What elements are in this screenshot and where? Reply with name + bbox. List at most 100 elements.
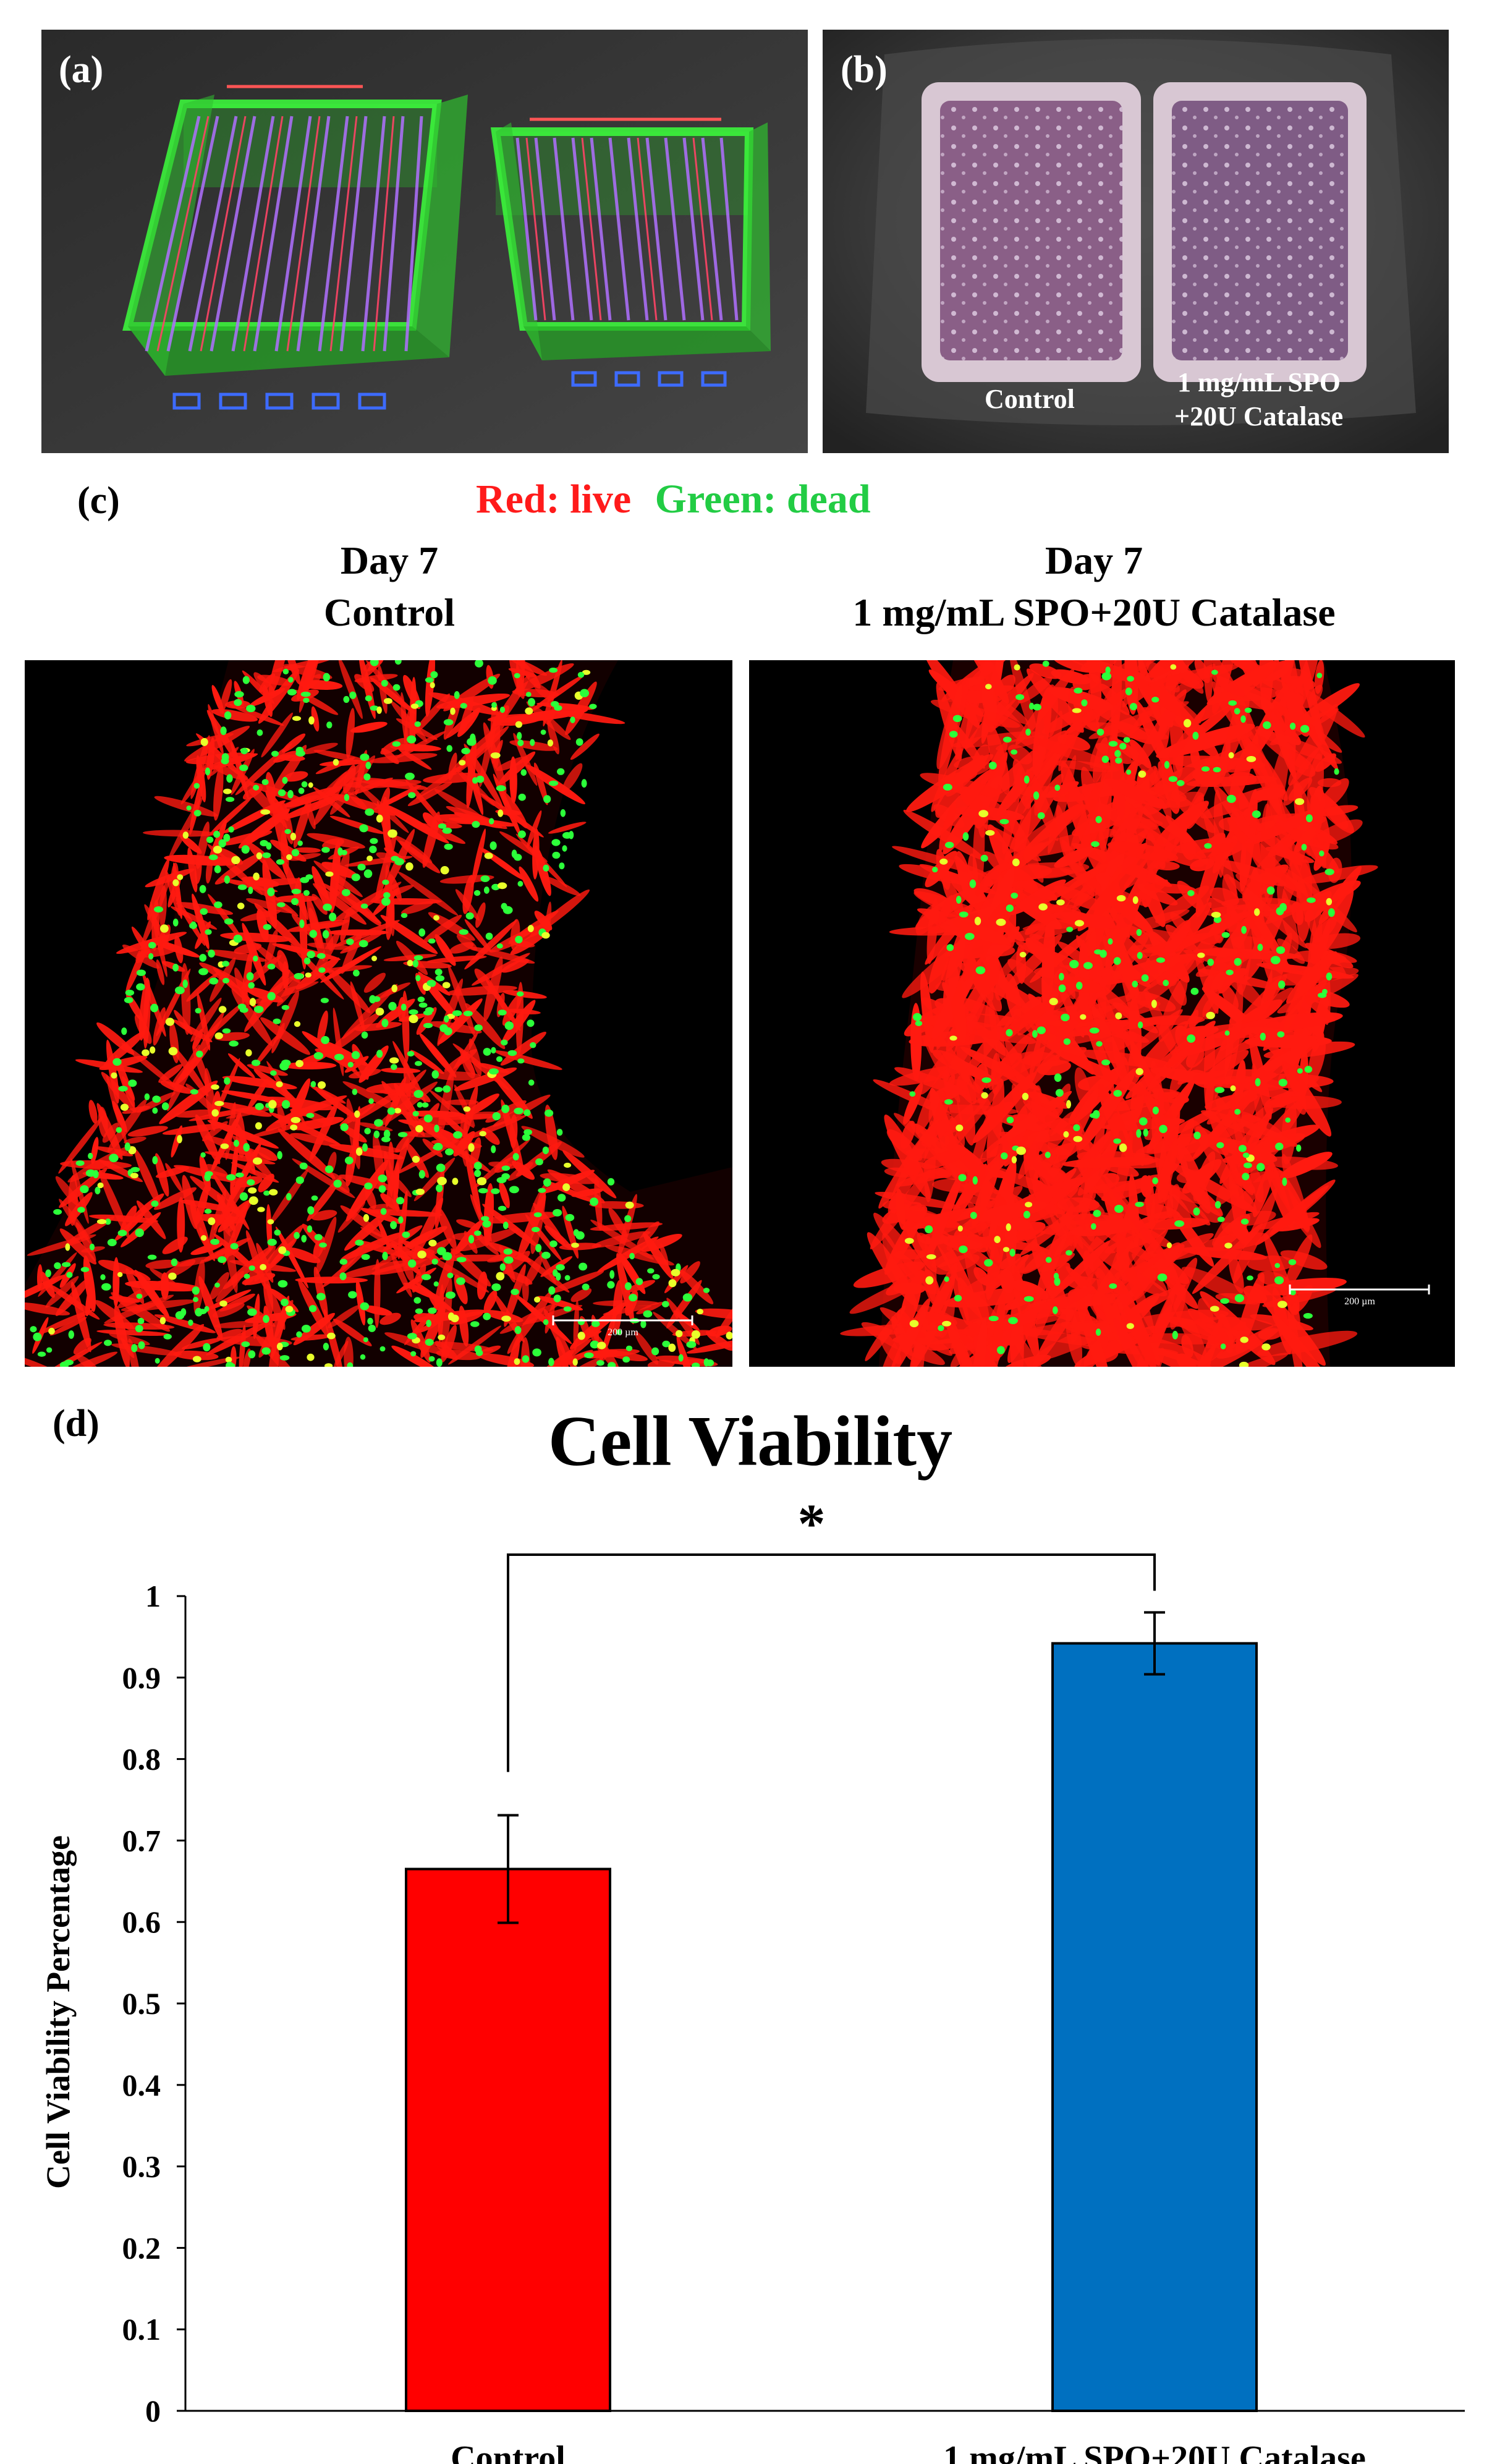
dead-cell — [1252, 810, 1261, 818]
dead-cell — [1114, 750, 1121, 757]
dead-cell — [1136, 928, 1142, 937]
dead-cell — [1055, 1089, 1064, 1097]
live-cell — [316, 768, 354, 801]
device-rendering-image — [41, 30, 808, 453]
dead-cell — [980, 854, 988, 862]
dead-cell — [1239, 1145, 1247, 1152]
dead-cell — [468, 1143, 475, 1152]
dead-cell — [160, 924, 169, 933]
live-cell — [172, 1356, 241, 1367]
dead-cell — [247, 1179, 255, 1186]
dead-cell — [305, 874, 313, 880]
dead-cell — [303, 890, 310, 896]
bar-treatment — [1051, 1642, 1258, 2413]
dead-cell — [425, 1338, 434, 1346]
scale-bar-left: 200 µm — [552, 1315, 693, 1338]
live-cell — [289, 853, 321, 861]
dead-cell — [273, 1018, 281, 1024]
live-cell — [247, 1064, 288, 1076]
dead-cell — [1045, 1257, 1052, 1263]
live-cell — [1036, 863, 1110, 906]
dead-cell — [120, 1103, 129, 1111]
live-cell — [479, 716, 497, 788]
live-cell — [452, 1233, 483, 1241]
live-cell — [211, 685, 224, 715]
live-cell — [181, 1338, 223, 1349]
panel-b-letter: (b) — [841, 49, 888, 91]
dead-cell — [412, 1155, 420, 1163]
dead-cell — [1174, 1220, 1185, 1227]
dead-cell — [479, 1131, 486, 1137]
dead-cell — [373, 1130, 380, 1139]
live-cell — [394, 1083, 418, 1119]
dead-cell — [267, 1219, 274, 1225]
live-cell — [214, 1320, 266, 1328]
dead-cell — [135, 1228, 144, 1238]
dead-cell — [557, 768, 565, 775]
live-cell — [1029, 933, 1051, 948]
live-cell — [437, 1207, 457, 1250]
dead-cell — [353, 969, 360, 977]
dead-cell — [75, 1160, 85, 1166]
live-cell — [165, 1163, 183, 1193]
live-cell — [525, 1255, 543, 1286]
dead-cell — [415, 1308, 423, 1314]
live-cell — [705, 1331, 732, 1351]
dead-cell — [274, 1230, 281, 1236]
y-axis: 0 0.1 0.2 0.3 0.4 0.5 0.6 0.7 0.8 0.9 1 — [122, 1579, 1465, 2428]
dead-cell — [1278, 980, 1286, 989]
dead-cell — [301, 1325, 311, 1333]
dead-cell — [125, 990, 135, 996]
dead-cell — [1014, 664, 1020, 671]
dead-cell — [95, 1186, 101, 1195]
live-cell — [545, 1349, 593, 1367]
live-cell — [463, 1085, 478, 1139]
live-cell — [529, 889, 590, 938]
live-cell — [1117, 1056, 1129, 1081]
live-cell — [174, 1009, 193, 1035]
dead-cell — [333, 758, 339, 766]
live-cell — [303, 674, 321, 691]
dead-cell — [180, 1308, 187, 1317]
dead-cell — [93, 1170, 99, 1179]
dead-cell — [235, 1172, 244, 1178]
live-cell — [468, 1038, 482, 1077]
dead-cell — [1091, 1223, 1096, 1230]
dead-cell — [193, 1297, 198, 1302]
live-cell — [180, 755, 215, 805]
live-cell — [1001, 1286, 1095, 1331]
y-tick-label: 0.2 — [122, 2230, 161, 2265]
dead-cell — [1282, 1177, 1287, 1186]
live-cell — [315, 1048, 355, 1063]
live-cell — [515, 982, 524, 1056]
dead-cell — [369, 995, 376, 1004]
live-cell — [1029, 1155, 1087, 1230]
dead-cell — [491, 1188, 500, 1194]
dead-cell — [378, 1185, 386, 1193]
dead-cell — [1230, 1085, 1236, 1092]
dead-cell — [391, 856, 399, 862]
live-cell — [1280, 1250, 1328, 1270]
dead-cell — [1109, 1283, 1117, 1289]
dead-cell — [476, 775, 485, 783]
dead-cell — [678, 1354, 684, 1362]
dead-cell — [1254, 908, 1260, 916]
dead-cell — [309, 930, 317, 938]
live-cell — [341, 930, 363, 974]
dead-cell — [257, 1207, 265, 1212]
dead-cell — [1242, 1152, 1250, 1158]
dead-cell — [244, 1273, 250, 1279]
live-cell — [238, 809, 290, 849]
dead-cell — [1296, 1144, 1302, 1152]
dead-cell — [452, 1010, 462, 1016]
dead-cell — [363, 773, 371, 781]
dead-cell — [214, 1282, 220, 1288]
bars — [405, 1611, 1258, 2413]
dead-cell — [208, 949, 215, 958]
dead-cell — [511, 1288, 519, 1295]
live-cell — [1253, 1278, 1347, 1296]
dead-cell — [988, 762, 997, 770]
dead-cell — [532, 1348, 541, 1357]
dead-cell — [959, 1245, 968, 1254]
dead-cell — [288, 677, 294, 683]
